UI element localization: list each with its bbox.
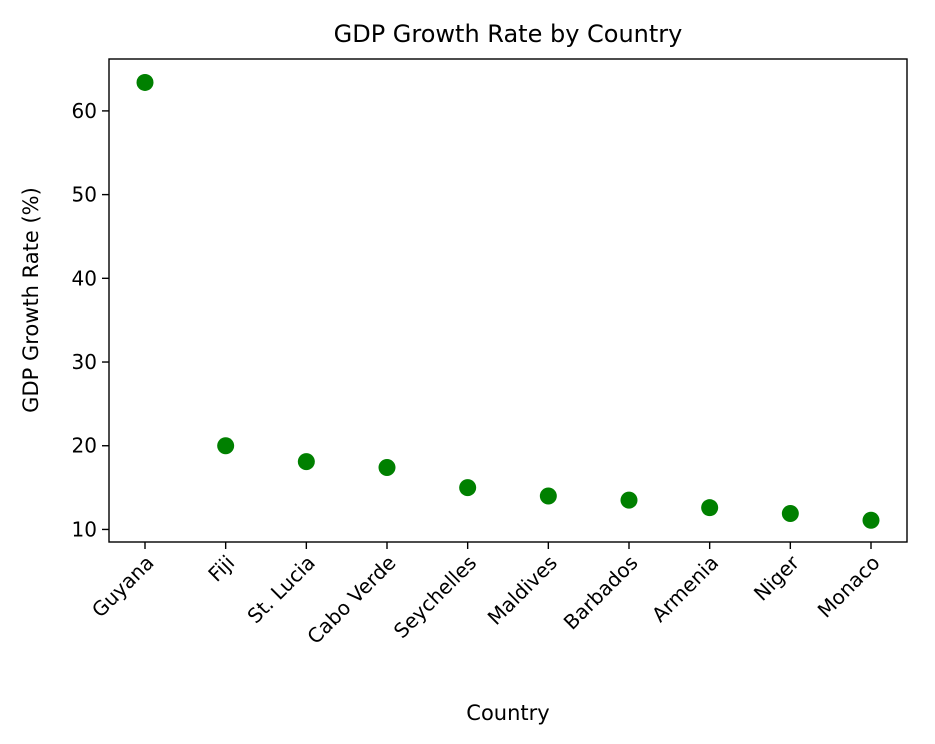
data-point (459, 479, 477, 497)
data-point (620, 491, 638, 509)
data-point (378, 458, 396, 476)
data-point (781, 505, 799, 523)
y-tick-label: 20 (72, 434, 97, 458)
data-point (217, 437, 235, 455)
data-point (701, 499, 719, 517)
plot-frame (108, 58, 908, 543)
data-point (136, 73, 154, 91)
data-point (297, 453, 315, 471)
x-axis-label: Country (466, 701, 549, 725)
y-axis: 10 20 30 40 50 60 (72, 99, 109, 541)
chart-title: GDP Growth Rate by Country (334, 20, 683, 48)
y-tick-label: 40 (72, 266, 97, 290)
data-point (539, 487, 557, 505)
data-points (136, 73, 880, 529)
y-tick-label: 10 (72, 517, 97, 541)
y-tick-label: 60 (72, 99, 97, 123)
y-tick-label: 30 (72, 350, 97, 374)
data-point (862, 511, 880, 529)
y-axis-label: GDP Growth Rate (%) (19, 187, 43, 413)
y-tick-label: 50 (72, 183, 97, 207)
